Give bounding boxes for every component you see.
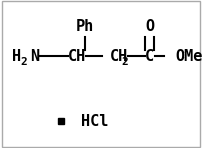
Text: HCl: HCl <box>81 114 108 129</box>
Text: H: H <box>12 49 21 64</box>
Text: OMe: OMe <box>175 49 202 64</box>
Text: Ph: Ph <box>76 19 94 34</box>
Text: 2: 2 <box>20 57 27 67</box>
Text: C: C <box>145 49 154 64</box>
Text: CH: CH <box>110 49 129 64</box>
Text: 2: 2 <box>122 57 129 67</box>
Text: O: O <box>145 19 154 34</box>
Text: N: N <box>30 49 40 64</box>
Text: CH: CH <box>68 49 86 64</box>
